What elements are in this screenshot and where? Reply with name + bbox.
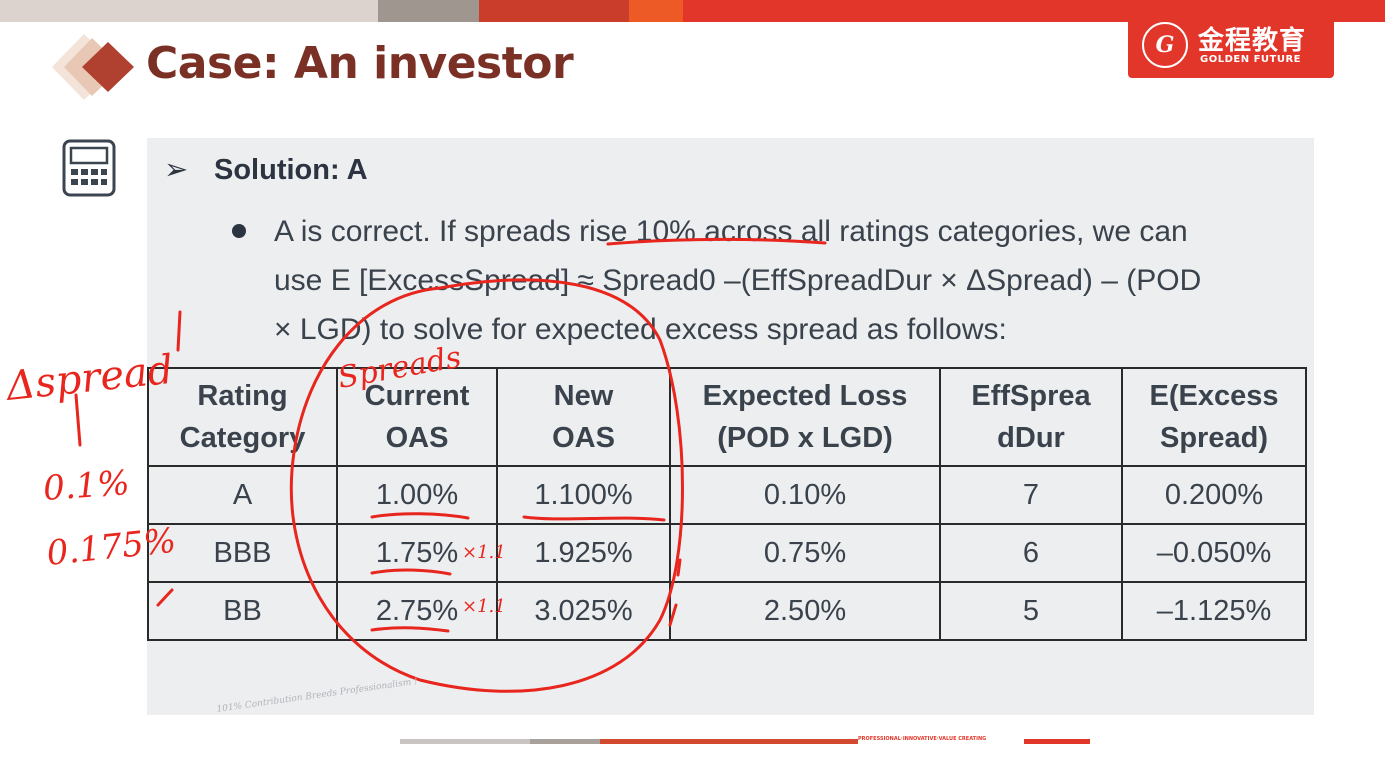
ink-value: 0.1% — [42, 463, 131, 509]
table-cell: 2.75% — [336, 581, 498, 641]
footer-line — [600, 739, 858, 744]
top-color-bar — [0, 0, 1385, 22]
ink-stroke — [74, 393, 82, 447]
table-cell: 1.75% — [336, 523, 498, 583]
table-cell: 6 — [939, 523, 1123, 583]
header-eff-spread-dur: EffSprea dDur — [939, 367, 1123, 467]
table-cell: –0.050% — [1121, 523, 1307, 583]
table-row: BBB 1.75% 1.925% 0.75% 6 –0.050% — [147, 523, 1307, 583]
table-header-row: Rating Category Current OAS New OAS Expecte… — [147, 367, 1307, 467]
table-row: A 1.00% 1.100% 0.10% 7 0.200% — [147, 465, 1307, 525]
logo-en-text: GOLDEN FUTURE — [1200, 54, 1301, 65]
table-cell: 0.200% — [1121, 465, 1307, 525]
table-cell: 3.025% — [496, 581, 671, 641]
brand-logo: G 金程教育 GOLDEN FUTURE — [1128, 14, 1334, 78]
diamond-icon — [52, 34, 134, 100]
table-cell: 7 — [939, 465, 1123, 525]
table-cell: 1.00% — [336, 465, 498, 525]
top-bar-segment — [378, 0, 479, 22]
top-bar-segment — [479, 0, 629, 22]
logo-seal-icon: G — [1142, 22, 1188, 68]
table-row: BB 2.75% 3.025% 2.50% 5 –1.125% — [147, 581, 1307, 641]
spread-table: Rating Category Current OAS New OAS Expecte… — [147, 367, 1307, 641]
bullet-dot-icon — [232, 224, 246, 238]
footer-line — [1024, 739, 1090, 744]
footer-line — [530, 739, 600, 744]
calculator-icon — [62, 139, 116, 197]
bullet-line: × LGD) to solve for expected excess spre… — [274, 313, 1007, 346]
table-cell: A — [147, 465, 338, 525]
table-cell: BB — [147, 581, 338, 641]
table-cell: 1.925% — [496, 523, 671, 583]
top-bar-segment — [629, 0, 683, 22]
footer-tag: PROFESSIONAL·INNOVATIVE·VALUE CREATING — [858, 736, 987, 742]
header-current-oas: Current OAS — [336, 367, 498, 467]
header-expected-loss: Expected Loss (POD x LGD) — [669, 367, 941, 467]
table-cell: –1.125% — [1121, 581, 1307, 641]
footer: 101% Contribution Breeds Professionalism… — [212, 677, 1112, 765]
arrow-icon: ➢ — [164, 154, 189, 186]
bullet-paragraph: A is correct. If spreads rise 10% across… — [232, 207, 1307, 354]
table-cell: 5 — [939, 581, 1123, 641]
logo-cn-text: 金程教育 — [1198, 26, 1307, 56]
page-title: Case: An investor — [146, 38, 574, 89]
header-new-oas: New OAS — [496, 367, 671, 467]
table-cell: 0.75% — [669, 523, 941, 583]
solution-label: Solution: A — [214, 154, 368, 186]
footer-line — [400, 739, 530, 744]
table-cell: 2.50% — [669, 581, 941, 641]
solution-heading: ➢ Solution: A — [164, 152, 368, 187]
header-excess-spread: E(Excess Spread) — [1121, 367, 1307, 467]
table-cell: BBB — [147, 523, 338, 583]
table-cell: 1.100% — [496, 465, 671, 525]
bullet-line: A is correct. If spreads rise 10% across… — [274, 215, 1188, 248]
top-bar-segment — [0, 0, 378, 22]
bullet-line: use E [ExcessSpread] ≈ Spread0 –(EffSpre… — [274, 264, 1202, 297]
header-rating-category: Rating Category — [147, 367, 338, 467]
table-cell: 0.10% — [669, 465, 941, 525]
